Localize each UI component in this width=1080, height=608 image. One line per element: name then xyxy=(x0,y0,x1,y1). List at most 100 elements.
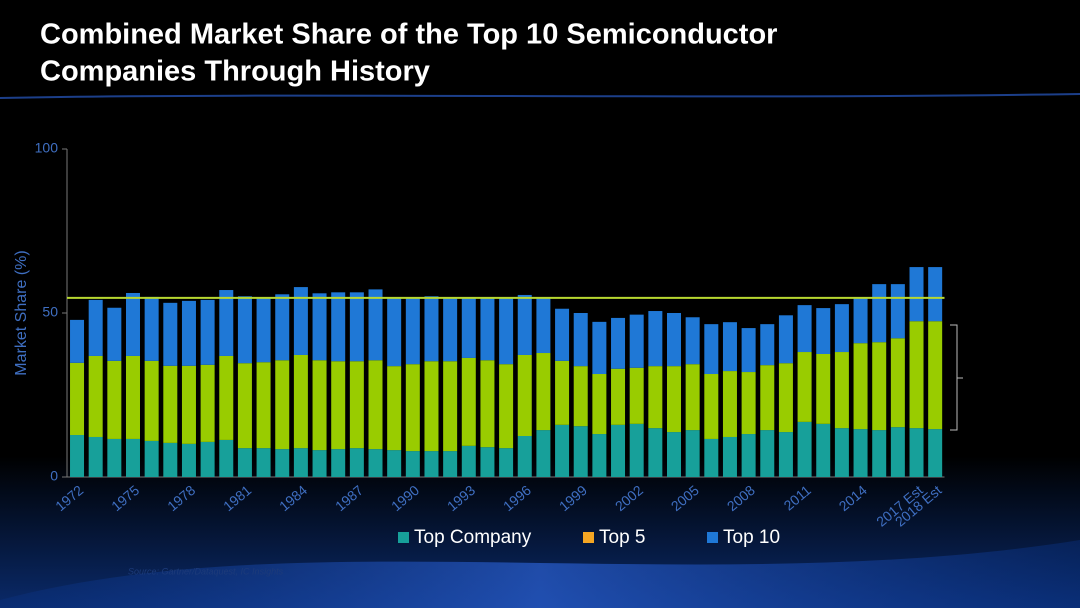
bar-segment xyxy=(722,436,737,477)
bar-segment xyxy=(928,429,943,477)
bar-segment xyxy=(331,449,346,477)
bar-segment xyxy=(125,438,140,477)
bar-segment xyxy=(70,319,85,363)
bar-segment xyxy=(499,448,514,477)
bar-segment xyxy=(387,450,402,477)
bar-segment xyxy=(741,328,756,373)
bar-segment xyxy=(499,297,514,365)
bar-segment xyxy=(872,342,887,431)
legend-swatch xyxy=(707,532,718,543)
bar-segment xyxy=(648,428,663,477)
bar-segment xyxy=(778,315,793,364)
bar-segment xyxy=(443,298,458,362)
bar-segment xyxy=(872,430,887,477)
bar-segment xyxy=(592,374,607,435)
bar-segment xyxy=(163,442,178,477)
bar-segment xyxy=(275,294,290,361)
bar-segment xyxy=(704,324,719,375)
bar-segment xyxy=(88,355,103,437)
bar-segment xyxy=(592,321,607,375)
bar-segment xyxy=(517,294,532,355)
bar-segment xyxy=(181,365,196,444)
bar-segment xyxy=(144,440,159,477)
bar-segment xyxy=(70,435,85,477)
legend-label: Top 5 xyxy=(599,527,645,548)
bar-segment xyxy=(88,299,103,356)
bar-segment xyxy=(928,321,943,430)
bar-segment xyxy=(797,421,812,477)
bar-segment xyxy=(237,363,252,449)
bar-segment xyxy=(256,448,271,477)
y-tick-label: 100 xyxy=(35,140,59,156)
bar-segment xyxy=(834,352,849,429)
bar-segment xyxy=(219,355,234,440)
bar-segment xyxy=(536,353,551,431)
bar-segment xyxy=(405,298,420,365)
bar-segment xyxy=(256,298,271,363)
bar-segment xyxy=(331,292,346,362)
bar-segment xyxy=(368,360,383,450)
bar-segment xyxy=(853,298,868,344)
bar-segment xyxy=(555,308,570,361)
bar-segment xyxy=(405,364,420,452)
bar-segment xyxy=(387,366,402,451)
bar-segment xyxy=(368,289,383,361)
bar-segment xyxy=(275,449,290,477)
bar-segment xyxy=(293,448,308,477)
y-tick-label: 50 xyxy=(42,304,58,320)
bar-segment xyxy=(163,302,178,366)
bar-segment xyxy=(685,317,700,365)
bar-segment xyxy=(461,445,476,477)
bar-segment xyxy=(219,290,234,356)
bar-segment xyxy=(722,371,737,437)
bar-segment xyxy=(555,424,570,477)
bar-segment xyxy=(816,354,831,424)
legend-swatch xyxy=(583,532,594,543)
bar-segment xyxy=(685,430,700,477)
bar-segment xyxy=(480,447,495,477)
bar-segment xyxy=(461,357,476,446)
bar-segment xyxy=(312,293,327,361)
bar-segment xyxy=(778,432,793,477)
legend-label: Top 10 xyxy=(723,527,780,548)
bar-segment xyxy=(200,299,215,365)
bar-segment xyxy=(499,364,514,449)
bar-segment xyxy=(611,424,626,477)
bar-segment xyxy=(424,451,439,477)
bar-segment xyxy=(312,360,327,451)
bar-segment xyxy=(797,305,812,353)
bar-segment xyxy=(573,366,588,427)
bar-segment xyxy=(293,354,308,449)
bar-segment xyxy=(611,368,626,425)
y-axis-title: Market Share (%) xyxy=(13,250,30,375)
bar-segment xyxy=(741,434,756,477)
bar-segment xyxy=(872,284,887,343)
bracket xyxy=(950,324,963,431)
bar-segment xyxy=(349,361,364,449)
bar-segment xyxy=(125,292,140,356)
legend-label: Top Company xyxy=(414,527,532,548)
bar-segment xyxy=(648,311,663,367)
bar-segment xyxy=(722,322,737,372)
bar-segment xyxy=(256,362,271,449)
bar-segment xyxy=(237,296,252,364)
chart-title: Companies Through History xyxy=(40,56,430,88)
bar-segment xyxy=(144,360,159,441)
bar-segment xyxy=(443,451,458,477)
bar-segment xyxy=(424,361,439,452)
bar-segment xyxy=(704,374,719,439)
bar-segment xyxy=(536,297,551,354)
bar-segment xyxy=(890,284,905,339)
bar-segment xyxy=(853,343,868,430)
legend-swatch xyxy=(398,532,409,543)
bar-segment xyxy=(517,436,532,477)
bar-segment xyxy=(480,298,495,361)
bar-segment xyxy=(778,363,793,433)
bar-segment xyxy=(405,451,420,477)
bar-segment xyxy=(387,298,402,367)
bar-segment xyxy=(629,423,644,477)
bar-segment xyxy=(200,364,215,442)
bar-segment xyxy=(349,292,364,362)
